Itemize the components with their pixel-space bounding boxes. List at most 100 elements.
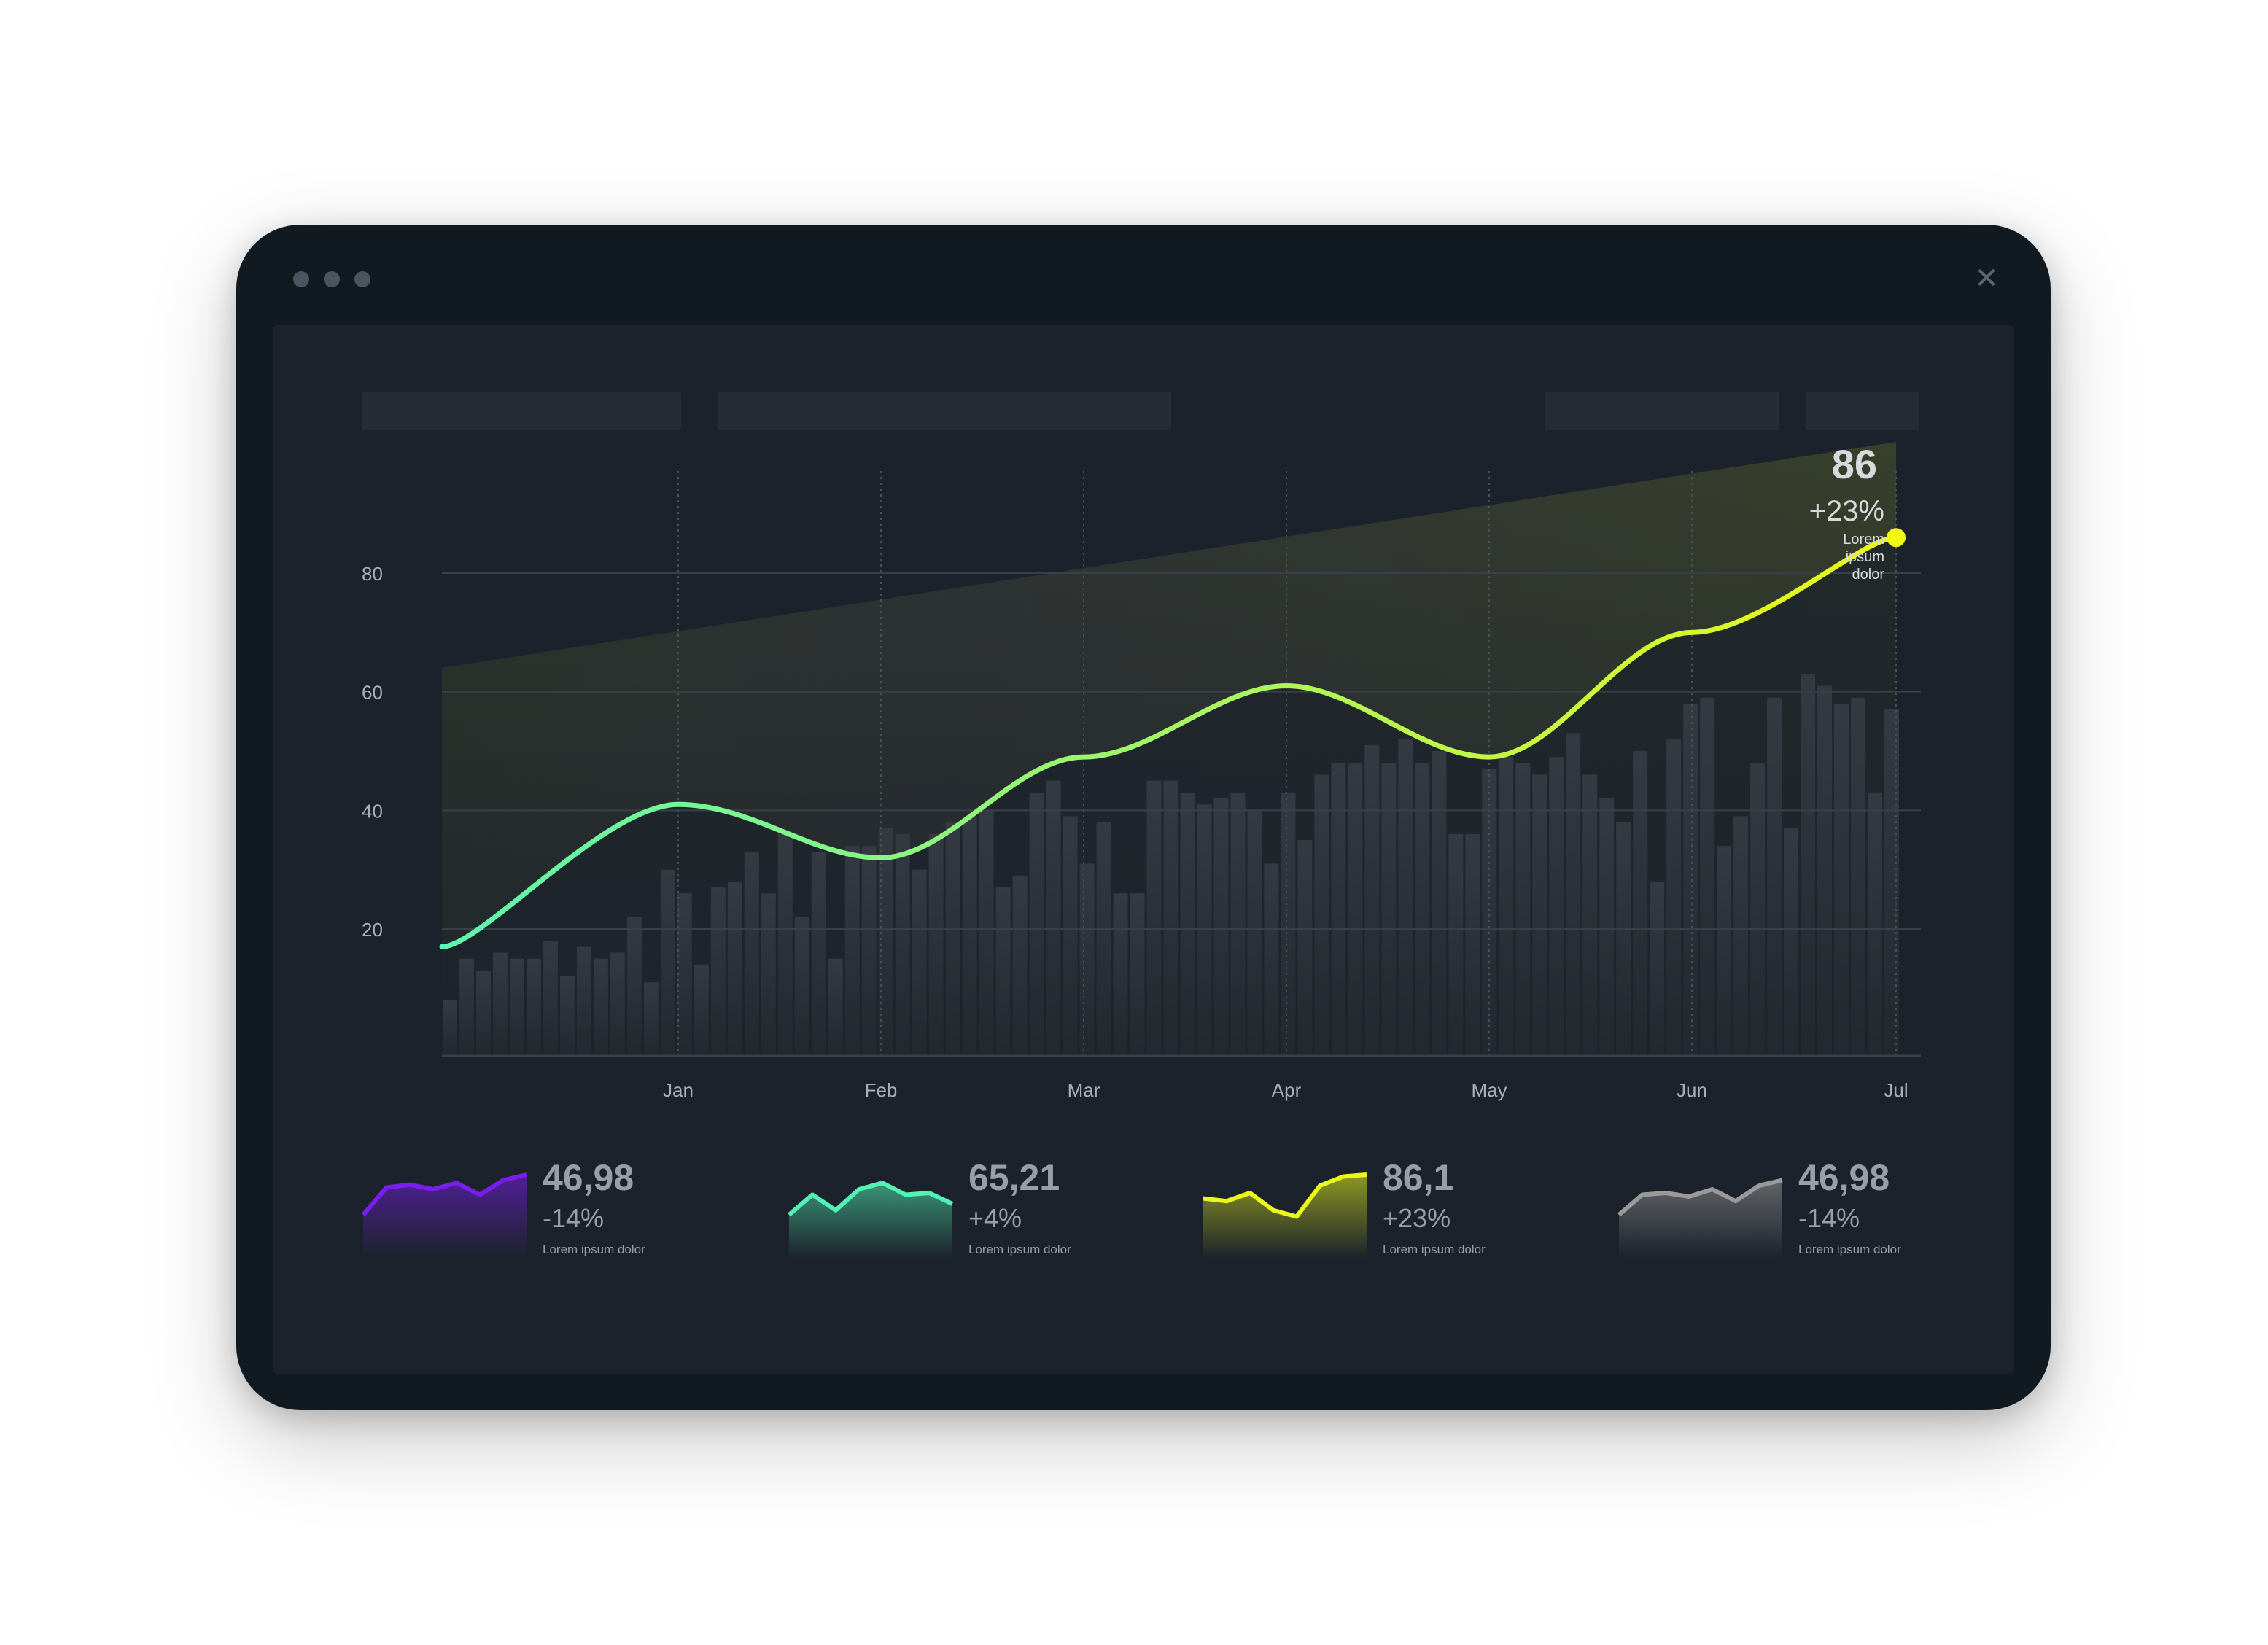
chart-bar — [1868, 792, 1883, 1056]
x-tick-label: Mar — [1068, 1079, 1100, 1101]
sparkline-area — [363, 1175, 527, 1259]
main-chart: 20 40 60 80 Jan Feb Mar Apr May Jun Jul 86 +23% Lore… — [362, 441, 1921, 1101]
chart-bar — [1163, 780, 1178, 1056]
chart-bar — [543, 941, 558, 1056]
chart-bar — [794, 917, 809, 1056]
callout-value: 86 — [1832, 441, 1877, 487]
chart-bar — [928, 833, 944, 1056]
chart-bar — [811, 852, 826, 1056]
stat-card[interactable]: 46,98 -14% Lorem ipsum dolor — [1617, 1156, 1982, 1273]
chart-bar — [1448, 833, 1464, 1056]
chart-bar — [861, 846, 877, 1056]
window-dot-3[interactable] — [354, 271, 370, 287]
sparkline-chart — [1617, 1178, 1783, 1259]
sparkline-area — [1203, 1175, 1367, 1259]
chart-bar — [945, 822, 960, 1056]
chart-bar — [1230, 792, 1246, 1056]
callout-change: +23% — [1809, 495, 1884, 527]
chart-bar — [1700, 697, 1715, 1056]
chart-bar — [761, 893, 776, 1056]
chart-bar — [1884, 709, 1899, 1056]
chart-bar — [643, 982, 659, 1056]
chart-bar — [1029, 792, 1044, 1056]
chart-bar — [1331, 763, 1346, 1056]
stat-card[interactable]: 65,21 +4% Lorem ipsum dolor — [788, 1156, 1152, 1273]
toolbar-placeholder-3[interactable] — [1545, 392, 1779, 430]
chart-bar — [459, 958, 474, 1056]
chart-bar — [1532, 774, 1547, 1056]
window-dot-1[interactable] — [293, 271, 309, 287]
chart-bar — [694, 964, 709, 1056]
stat-note: Lorem ipsum dolor — [543, 1242, 645, 1256]
chart-bar — [475, 970, 491, 1056]
stat-change: +23% — [1383, 1203, 1451, 1233]
stat-card[interactable]: 46,98 -14% Lorem ipsum dolor — [362, 1156, 726, 1273]
chart-bar — [1012, 875, 1028, 1056]
app-window: ✕ — [236, 225, 2051, 1410]
chart-bar — [1415, 763, 1430, 1056]
sparkline-line — [362, 1172, 527, 1216]
x-tick-label: Apr — [1272, 1079, 1302, 1101]
chart-end-marker — [1887, 528, 1906, 548]
chart-bar — [1633, 751, 1648, 1056]
x-tick-label: Jun — [1677, 1079, 1707, 1101]
chart-bar — [1130, 893, 1145, 1056]
close-icon[interactable]: ✕ — [1974, 262, 1999, 295]
x-tick-label: May — [1471, 1079, 1507, 1101]
chart-bar — [1314, 774, 1329, 1056]
y-tick-label: 40 — [362, 800, 383, 822]
chart-bar — [1398, 739, 1413, 1056]
chart-bar — [744, 852, 759, 1056]
toolbar-placeholder-4[interactable] — [1806, 392, 1919, 430]
chart-bar — [1817, 685, 1833, 1056]
chart-bar — [1364, 744, 1380, 1056]
stat-note: Lorem ipsum dolor — [968, 1242, 1071, 1256]
stat-change: +4% — [968, 1203, 1022, 1233]
stat-note: Lorem ipsum dolor — [1383, 1242, 1486, 1256]
chart-bar — [1247, 810, 1262, 1056]
chart-bar — [1381, 763, 1397, 1056]
x-tick-label: Jul — [1884, 1079, 1908, 1101]
chart-bar — [995, 887, 1011, 1056]
chart-bar — [1650, 881, 1665, 1056]
callout-note: ipsum — [1846, 549, 1884, 565]
chart-bar — [1264, 863, 1279, 1056]
chart-bar — [1146, 780, 1162, 1056]
chart-bar — [1549, 757, 1564, 1056]
chart-bar — [1096, 822, 1111, 1056]
chart-bar — [492, 952, 508, 1056]
window-dot-2[interactable] — [324, 271, 340, 287]
stat-note: Lorem ipsum dolor — [1798, 1242, 1901, 1256]
chart-bar — [660, 869, 675, 1056]
stat-value: 86,1 — [1383, 1157, 1454, 1198]
chart-bar — [1750, 763, 1766, 1056]
stat-card[interactable]: 86,1 +23% Lorem ipsum dolor — [1202, 1156, 1566, 1273]
callout-note: Lorem — [1843, 532, 1884, 548]
chart-bar — [1515, 763, 1531, 1056]
toolbar-placeholder-2[interactable] — [718, 392, 1171, 430]
chart-bar — [1079, 863, 1095, 1056]
chart-bar — [1582, 774, 1598, 1056]
stat-value: 46,98 — [1798, 1157, 1890, 1198]
sparkline-line — [1203, 1172, 1367, 1219]
chart-bar — [1683, 703, 1698, 1056]
chart-bar — [1801, 674, 1816, 1056]
chart-bar — [1566, 733, 1581, 1056]
sparkline-chart — [788, 1181, 954, 1259]
sparkline-chart — [1203, 1172, 1367, 1259]
chart-bar — [828, 958, 843, 1056]
sparkline-line — [788, 1181, 954, 1217]
y-tick-label: 20 — [362, 919, 383, 941]
stat-change: -14% — [1798, 1203, 1860, 1233]
chart-bar — [1465, 833, 1480, 1056]
chart-bar — [1784, 828, 1799, 1056]
x-tick-label: Jan — [663, 1079, 694, 1101]
y-tick-label: 80 — [362, 563, 383, 585]
chart-bar — [1213, 798, 1229, 1056]
callout-note: dolor — [1852, 567, 1885, 583]
toolbar-placeholder-1[interactable] — [362, 392, 681, 430]
chart-bar — [844, 846, 860, 1056]
chart-bar — [895, 833, 910, 1056]
chart-bar — [1851, 697, 1866, 1056]
chart-bar — [509, 958, 524, 1056]
